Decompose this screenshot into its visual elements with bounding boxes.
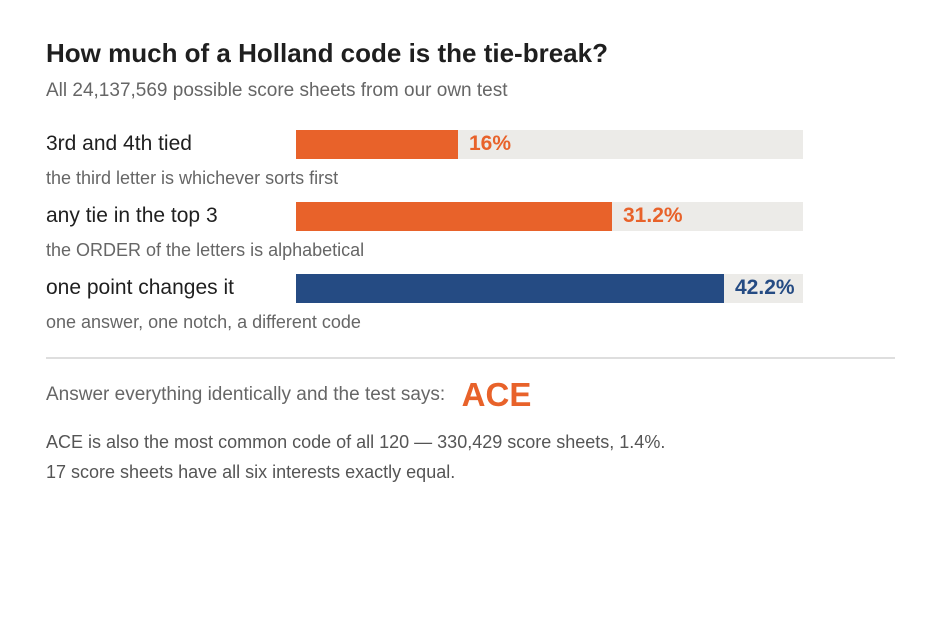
bar	[296, 202, 612, 231]
bar-row: any tie in the top 3 31.2% the ORDER of …	[46, 202, 896, 274]
bar-note: the ORDER of the letters is alphabetical	[46, 240, 365, 260]
bar-value-label: 31.2%	[623, 204, 683, 227]
bar-value-label: 16%	[469, 132, 512, 155]
bar-category-label: any tie in the top 3	[46, 204, 218, 227]
footnote: 17 score sheets have all six interests e…	[46, 462, 456, 482]
bar-row: one point changes it 42.2% one answer, o…	[46, 274, 896, 346]
bar-note: the third letter is whichever sorts firs…	[46, 168, 339, 188]
section-divider	[46, 357, 895, 359]
chart-title: How much of a Holland code is the tie-br…	[46, 38, 608, 68]
answer-text: Answer everything identically and the te…	[46, 384, 446, 405]
footnote: ACE is also the most common code of all …	[46, 432, 666, 452]
bar-value-label: 42.2%	[735, 276, 795, 299]
bar-category-label: 3rd and 4th tied	[46, 132, 192, 155]
bar-note: one answer, one notch, a different code	[46, 312, 361, 332]
bar	[296, 130, 458, 159]
bar-track: 42.2%	[296, 274, 803, 303]
bar	[296, 274, 724, 303]
bar-track: 16%	[296, 130, 803, 159]
answer-line: Answer everything identically and the te…	[46, 376, 531, 414]
bar-row: 3rd and 4th tied 16% the third letter is…	[46, 130, 896, 202]
chart-subtitle: All 24,137,569 possible score sheets fro…	[46, 80, 508, 101]
bar-category-label: one point changes it	[46, 276, 234, 299]
bar-track: 31.2%	[296, 202, 803, 231]
answer-code: ACE	[461, 376, 532, 413]
